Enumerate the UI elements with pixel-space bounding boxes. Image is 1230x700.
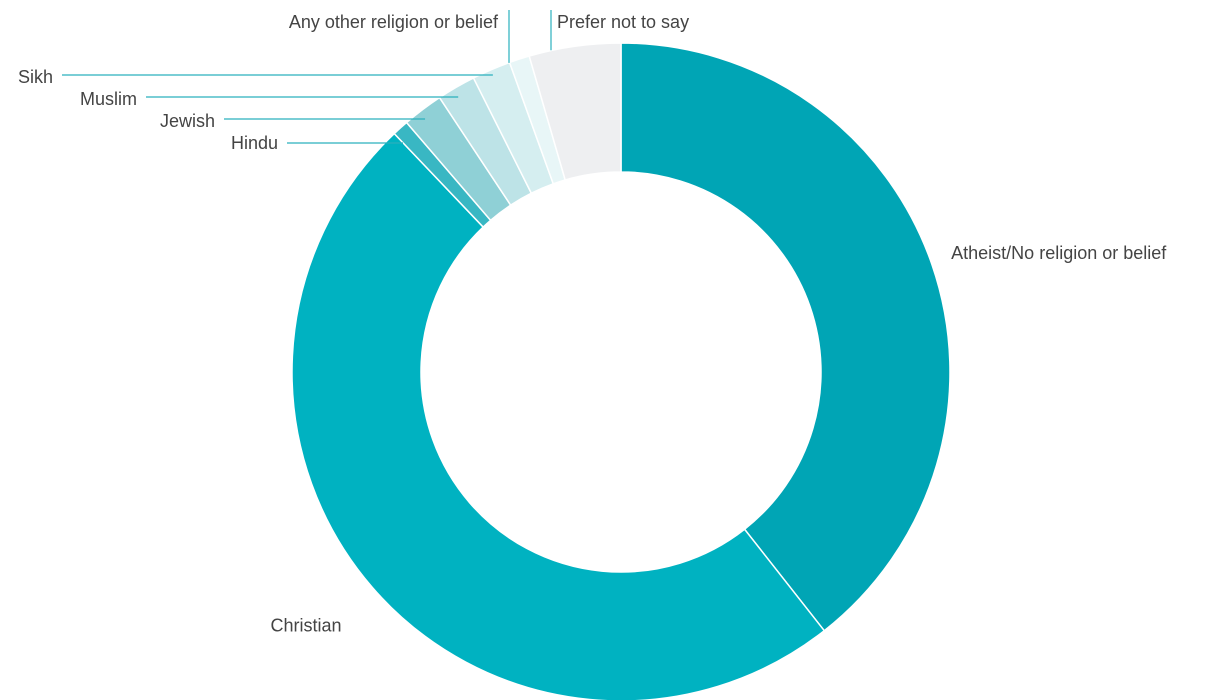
label-atheist-no-religion-or-belief: Atheist/No religion or belief — [951, 243, 1167, 263]
slices-group — [291, 42, 951, 700]
label-any-other-religion-or-belief: Any other religion or belief — [289, 12, 499, 32]
slice-atheist-no-religion-or-belief — [620, 42, 951, 632]
label-sikh: Sikh — [18, 67, 53, 87]
leader-lines-group — [62, 10, 552, 144]
label-prefer-not-to-say: Prefer not to say — [557, 12, 689, 32]
label-hindu: Hindu — [231, 133, 278, 153]
slice-prefer-not-to-say — [528, 42, 622, 181]
label-jewish: Jewish — [160, 111, 215, 131]
slice-christian — [291, 132, 826, 700]
label-christian: Christian — [271, 615, 342, 635]
labels-group: Atheist/No religion or belief Christian Hi… — [18, 12, 1167, 635]
label-muslim: Muslim — [80, 89, 137, 109]
